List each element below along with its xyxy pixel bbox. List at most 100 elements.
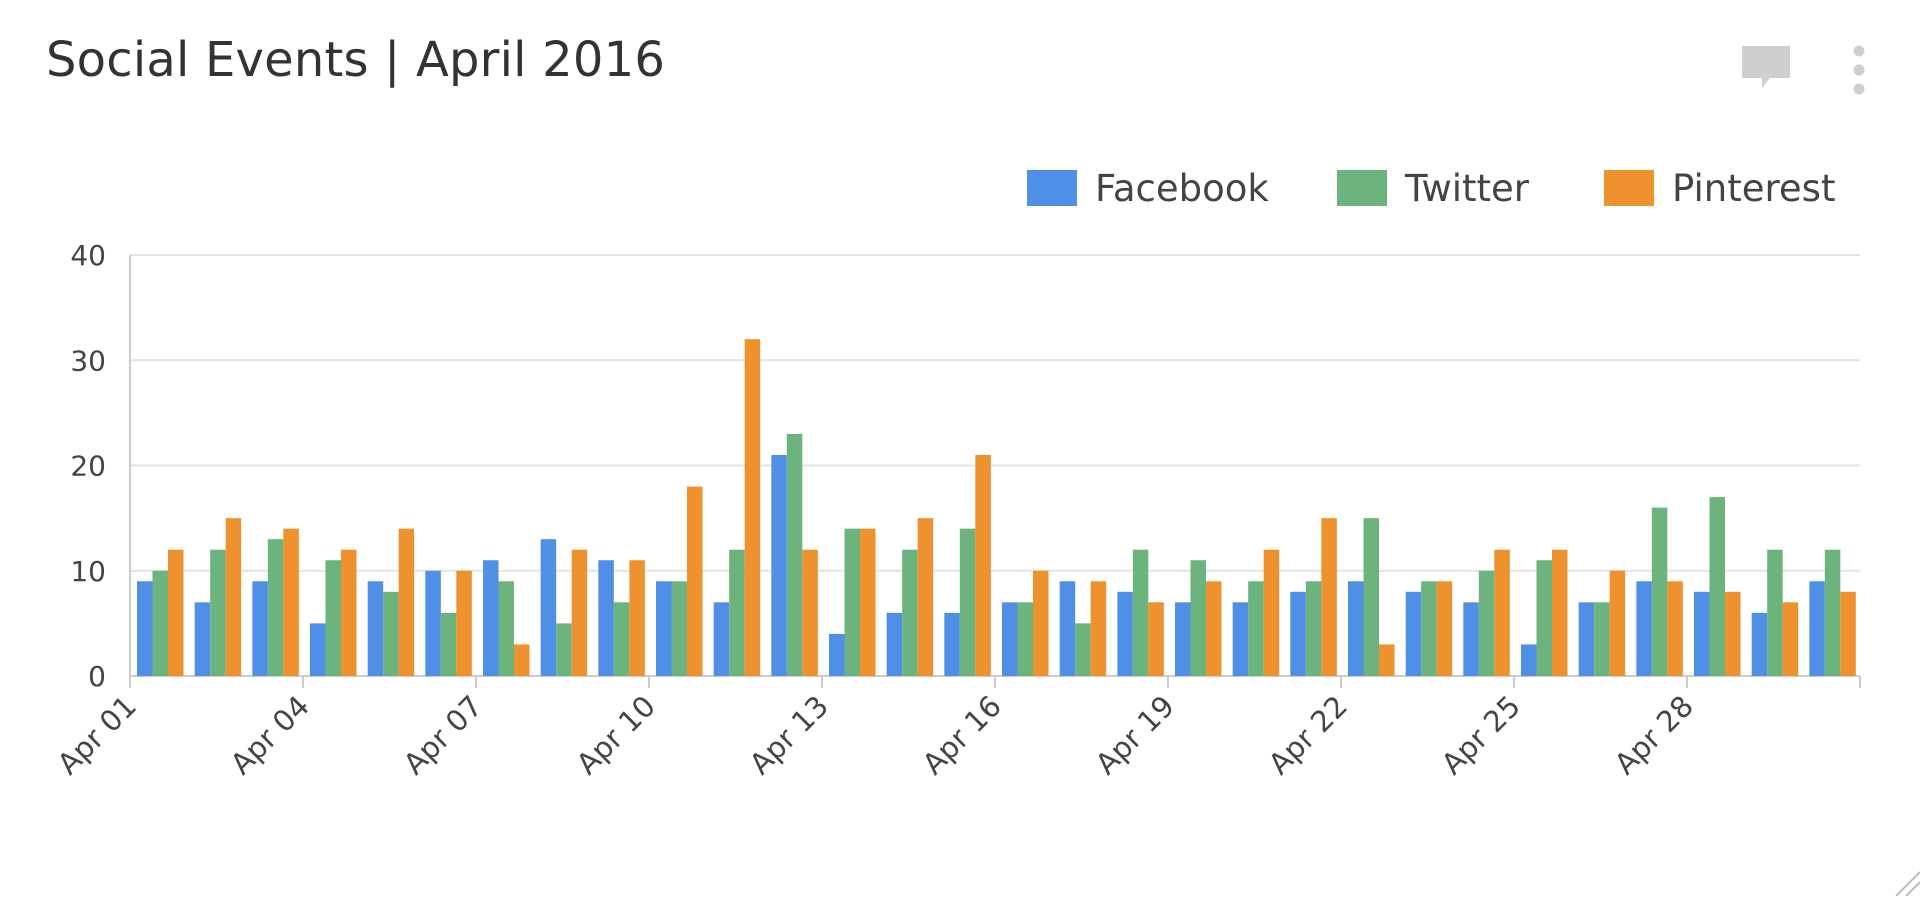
more-vertical-icon[interactable] <box>1846 44 1872 100</box>
bar-twitter <box>1651 507 1668 676</box>
legend-swatch-twitter <box>1337 170 1387 206</box>
bar-pinterest <box>1667 581 1683 676</box>
x-tick-label: Apr 10 <box>570 689 662 781</box>
bar-facebook <box>310 623 326 676</box>
bar-twitter <box>1075 623 1091 676</box>
legend-label-facebook: Facebook <box>1095 167 1269 210</box>
legend-label-twitter: Twitter <box>1404 167 1530 210</box>
bar-twitter <box>786 433 803 676</box>
bar-facebook <box>829 633 845 676</box>
y-tick-label: 20 <box>70 450 106 483</box>
x-tick-label: Apr 22 <box>1262 689 1354 781</box>
widget-title: Social Events | April 2016 <box>46 32 666 88</box>
bar-twitter <box>1363 518 1379 676</box>
bar-facebook <box>252 581 268 676</box>
bar-pinterest <box>860 528 876 676</box>
bar-facebook <box>1751 612 1768 676</box>
bar-pinterest <box>917 518 934 676</box>
bar-pinterest <box>744 339 761 676</box>
bar-facebook <box>1809 581 1825 676</box>
comment-icon[interactable] <box>1740 44 1792 96</box>
bar-twitter <box>1767 549 1783 676</box>
bar-twitter <box>844 528 860 676</box>
resize-corner-icon[interactable] <box>1888 864 1920 897</box>
x-tick-label: Apr 25 <box>1435 689 1527 781</box>
legend-swatch-pinterest <box>1604 170 1654 206</box>
bar-facebook <box>1521 644 1537 676</box>
bar-pinterest <box>1609 570 1626 676</box>
y-tick-label: 10 <box>70 555 106 588</box>
y-tick-label: 30 <box>70 344 106 377</box>
bar-twitter <box>152 570 168 676</box>
bar-facebook <box>483 560 499 676</box>
bar-pinterest <box>283 528 299 676</box>
bar-pinterest <box>802 549 818 676</box>
bar-pinterest <box>398 528 415 676</box>
bar-facebook <box>1405 591 1422 676</box>
bar-twitter <box>383 591 399 676</box>
bar-facebook <box>137 581 153 676</box>
bar-twitter <box>210 549 226 676</box>
bar-pinterest <box>687 486 703 676</box>
bar-pinterest <box>1263 549 1280 676</box>
bar-pinterest <box>1090 581 1107 676</box>
bar-facebook <box>1348 581 1364 676</box>
y-tick-label: 0 <box>88 660 106 693</box>
bar-twitter <box>1248 581 1264 676</box>
legend-swatch-facebook <box>1027 170 1077 206</box>
x-tick-label: Apr 13 <box>743 689 835 781</box>
bar-facebook <box>1002 602 1018 676</box>
bar-twitter <box>613 602 630 676</box>
bar-twitter <box>1478 570 1495 676</box>
bar-pinterest <box>168 549 184 676</box>
bar-facebook <box>194 602 211 676</box>
bar-twitter <box>1709 497 1725 676</box>
x-tick-label: Apr 07 <box>397 689 489 781</box>
bar-twitter <box>1824 549 1841 676</box>
bar-twitter <box>1594 602 1610 676</box>
bar-facebook <box>425 570 441 676</box>
bar-pinterest <box>1840 591 1856 676</box>
bar-twitter <box>1421 581 1437 676</box>
bar-pinterest <box>1148 602 1164 676</box>
bar-twitter <box>556 623 572 676</box>
bar-pinterest <box>1436 581 1453 676</box>
bar-twitter <box>1190 560 1206 676</box>
bar-pinterest <box>1494 549 1510 676</box>
x-tick-label: Apr 16 <box>916 689 1008 781</box>
bar-twitter <box>267 539 284 676</box>
x-tick-label: Apr 19 <box>1089 689 1181 781</box>
bar-twitter <box>1132 549 1149 676</box>
bar-twitter <box>902 549 918 676</box>
bar-pinterest <box>1206 581 1222 676</box>
x-tick-label: Apr 01 <box>51 689 143 781</box>
bar-facebook <box>1636 581 1652 676</box>
bar-pinterest <box>975 454 991 676</box>
bar-pinterest <box>514 644 530 676</box>
bar-facebook <box>771 454 787 676</box>
legend-label-pinterest: Pinterest <box>1672 167 1835 210</box>
bar-twitter <box>959 528 976 676</box>
bar-facebook <box>1059 581 1076 676</box>
bar-facebook <box>1578 602 1595 676</box>
bar-facebook <box>1117 591 1133 676</box>
bar-pinterest <box>629 560 645 676</box>
bar-pinterest <box>1552 549 1568 676</box>
bar-twitter <box>729 549 745 676</box>
bar-twitter <box>671 581 687 676</box>
bar-pinterest <box>1782 602 1799 676</box>
bar-twitter <box>325 560 341 676</box>
bar-pinterest <box>571 549 588 676</box>
bar-facebook <box>713 602 730 676</box>
bar-twitter <box>1305 581 1322 676</box>
bar-twitter <box>440 612 457 676</box>
bar-facebook <box>1694 591 1710 676</box>
bar-facebook <box>944 612 960 676</box>
bar-pinterest <box>1725 591 1741 676</box>
bar-facebook <box>886 612 903 676</box>
bar-facebook <box>1232 602 1249 676</box>
bar-facebook <box>656 581 672 676</box>
bar-twitter <box>1536 560 1552 676</box>
